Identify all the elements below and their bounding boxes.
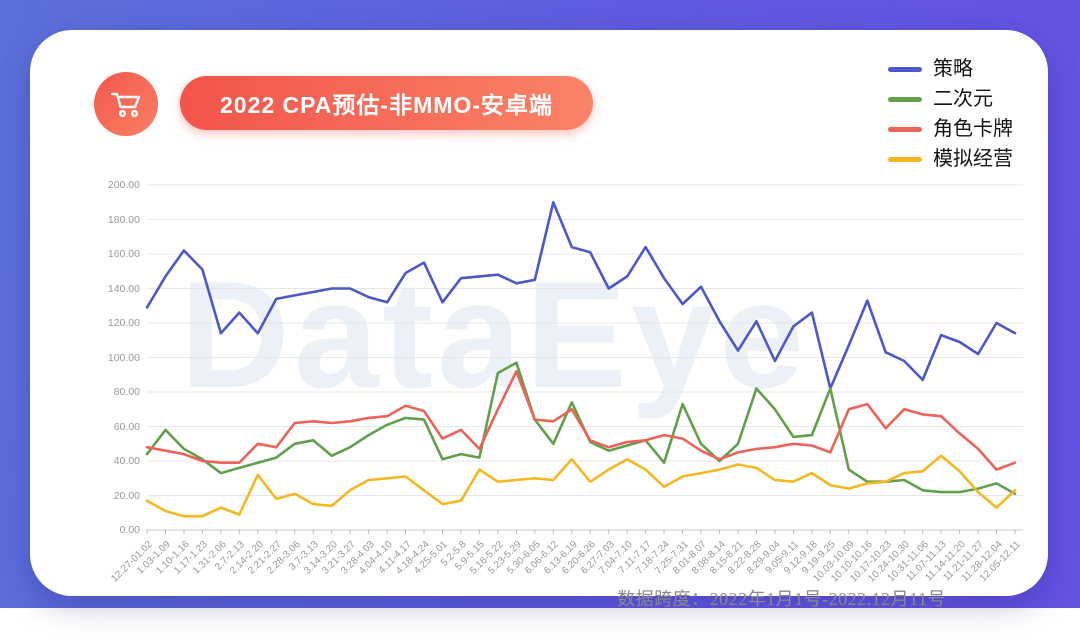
shopping-cart-icon [94, 72, 158, 136]
y-tick-label: 60.00 [113, 420, 140, 433]
legend-swatch [888, 66, 922, 72]
legend: 策略二次元角色卡牌模拟经营 [888, 54, 1013, 174]
y-tick-label: 40.00 [113, 455, 140, 467]
series-line-模拟经营 [145, 454, 1017, 518]
cpa-line-chart: DataEye 0.00 20.00 40.00 60.00 80.00 100.00 12… [30, 30, 1080, 638]
y-tick-label: 120.00 [107, 317, 140, 329]
y-tick-label: 180.00 [107, 213, 140, 226]
y-tick-label: 140.00 [107, 282, 140, 295]
series-line-二次元 [145, 361, 1017, 496]
y-tick-label: 20.00 [113, 489, 140, 502]
page-title: 2022 CPA预估-非MMO-安卓端 [220, 92, 553, 118]
y-tick-label: 100.00 [107, 351, 140, 364]
legend-label: 模拟经营 [933, 148, 1013, 170]
legend-label: 角色卡牌 [933, 118, 1013, 140]
y-axis: 0.00 20.00 40.00 60.00 80.00 100.00 120.00 140.… [70, 179, 140, 540]
legend-label: 策略 [933, 58, 973, 80]
y-tick-label: 0.00 [119, 524, 140, 536]
legend-swatch [888, 156, 922, 162]
legend-item-二次元[interactable]: 二次元 [888, 84, 1013, 114]
legend-label: 二次元 [933, 88, 993, 110]
series-line-策略 [145, 200, 1017, 390]
chart-card: 2022 CPA预估-非MMO-安卓端 策略 二次元 角色卡牌 模拟经营 DataEy… [30, 30, 1048, 609]
y-tick-label: 160.00 [107, 248, 140, 260]
chart-title-pill: 2022 CPA预估-非MMO-安卓端 [180, 76, 593, 130]
series-line-角色卡牌 [145, 370, 1017, 471]
page-background: 2022 CPA预估-非MMO-安卓端 策略 二次元 角色卡牌 模拟经营 DataEy… [0, 0, 1080, 609]
plot-area [145, 184, 1023, 534]
legend-item-角色卡牌[interactable]: 角色卡牌 [888, 114, 1013, 144]
y-tick-label: 80.00 [113, 386, 140, 398]
legend-swatch [888, 126, 922, 132]
data-span-note: 数据跨度：2022年1月1号-2022.12月11号 [617, 589, 946, 609]
y-tick-label: 200.00 [107, 179, 140, 191]
legend-swatch [888, 96, 922, 102]
legend-item-模拟经营[interactable]: 模拟经营 [888, 144, 1013, 174]
legend-item-策略[interactable]: 策略 [888, 54, 1013, 84]
